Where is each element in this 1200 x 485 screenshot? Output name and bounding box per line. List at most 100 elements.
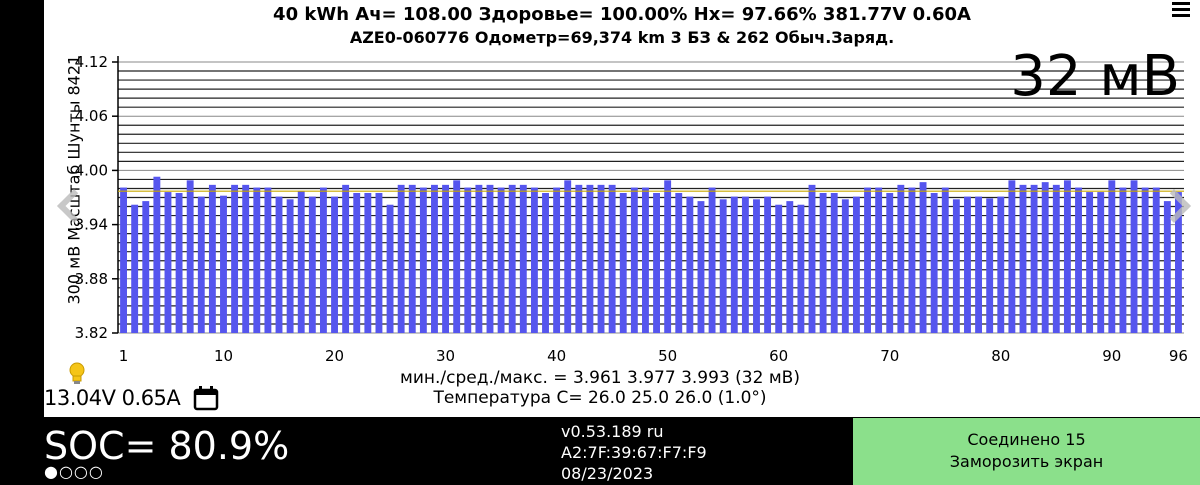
cell-bar[interactable] — [1030, 184, 1038, 333]
cell-bar[interactable] — [997, 196, 1005, 333]
cell-bar[interactable] — [1041, 182, 1049, 333]
cell-bar[interactable] — [1097, 192, 1105, 333]
cell-bar[interactable] — [675, 192, 683, 333]
cell-bar[interactable] — [830, 192, 838, 333]
cell-bar[interactable] — [319, 187, 327, 333]
cell-bar[interactable] — [597, 184, 605, 333]
cell-bar[interactable] — [497, 187, 505, 333]
cell-bar[interactable] — [153, 176, 161, 333]
cell-bar[interactable] — [186, 180, 194, 333]
cell-bar[interactable] — [253, 187, 261, 333]
cell-bar[interactable] — [852, 196, 860, 333]
cell-bar[interactable] — [808, 184, 816, 333]
cell-bar[interactable] — [1141, 187, 1149, 333]
cell-bar[interactable] — [530, 187, 538, 333]
cell-bar[interactable] — [764, 196, 772, 333]
cell-bar[interactable] — [608, 184, 616, 333]
cell-bar[interactable] — [708, 187, 716, 333]
cell-bar[interactable] — [519, 184, 527, 333]
cell-bar[interactable] — [442, 184, 450, 333]
cell-bar[interactable] — [1052, 184, 1060, 333]
cell-bar[interactable] — [1075, 187, 1082, 333]
cell-bar[interactable] — [408, 184, 416, 333]
cell-bar[interactable] — [142, 201, 150, 333]
cell-bar[interactable] — [686, 196, 694, 333]
cell-bar[interactable] — [1008, 180, 1016, 333]
cell-bar[interactable] — [1063, 180, 1071, 333]
cell-bar[interactable] — [364, 192, 372, 333]
freeze-screen-button[interactable]: Соединено 15 Заморозить экран — [853, 418, 1200, 485]
cell-bar[interactable] — [208, 184, 216, 333]
cell-bar[interactable] — [630, 187, 638, 333]
cell-bar[interactable] — [697, 201, 705, 333]
cell-bar[interactable] — [919, 182, 927, 333]
cell-bar[interactable] — [1086, 192, 1094, 333]
cell-bar[interactable] — [242, 184, 250, 333]
cell-bar[interactable] — [475, 184, 483, 333]
cell-bar[interactable] — [986, 198, 994, 333]
cell-bar[interactable] — [753, 199, 760, 333]
cell-bar[interactable] — [542, 192, 549, 333]
cell-bar[interactable] — [786, 201, 794, 333]
cell-bar[interactable] — [930, 192, 938, 333]
cell-bar[interactable] — [464, 187, 472, 333]
lightbulb-icon[interactable] — [66, 361, 88, 387]
cell-bar[interactable] — [730, 196, 738, 333]
cell-bar[interactable] — [197, 196, 205, 333]
cell-bar[interactable] — [419, 187, 427, 333]
cell-bar[interactable] — [386, 204, 394, 333]
cell-bar[interactable] — [275, 196, 283, 333]
cell-bar[interactable] — [1019, 184, 1027, 333]
cell-bar[interactable] — [664, 180, 672, 333]
cell-bar[interactable] — [308, 196, 316, 333]
cell-bar[interactable] — [1130, 180, 1138, 333]
cell-bar[interactable] — [1175, 192, 1182, 333]
cell-bar[interactable] — [797, 204, 805, 333]
cell-bar[interactable] — [175, 192, 183, 333]
cell-bar[interactable] — [653, 192, 660, 333]
cell-bar[interactable] — [331, 196, 338, 333]
cell-bar[interactable] — [231, 184, 239, 333]
cell-bar[interactable] — [486, 184, 494, 333]
cell-bar[interactable] — [353, 192, 361, 333]
cell-bar[interactable] — [297, 191, 305, 333]
cell-bar[interactable] — [120, 187, 127, 333]
cell-bar[interactable] — [131, 204, 139, 333]
cell-bar[interactable] — [508, 184, 516, 333]
cell-bar[interactable] — [619, 192, 627, 333]
cell-bar[interactable] — [164, 192, 172, 333]
page-indicator[interactable]: ●○○○ — [44, 462, 104, 481]
cell-bar[interactable] — [775, 204, 783, 333]
cell-bar[interactable] — [375, 192, 383, 333]
cell-bar[interactable] — [1152, 187, 1160, 333]
cell-bar[interactable] — [342, 184, 350, 333]
cell-bar[interactable] — [453, 180, 461, 333]
cell-bar[interactable] — [264, 187, 272, 333]
cell-bar[interactable] — [952, 199, 960, 333]
cell-bar[interactable] — [586, 184, 594, 333]
cell-bar[interactable] — [575, 184, 583, 333]
cell-bar[interactable] — [1108, 180, 1116, 333]
cell-bar[interactable] — [564, 180, 572, 333]
cell-bar[interactable] — [964, 196, 971, 333]
cell-bar[interactable] — [719, 199, 727, 333]
cell-bar[interactable] — [841, 199, 849, 333]
cell-bar[interactable] — [286, 199, 294, 333]
cell-bar[interactable] — [1119, 187, 1127, 333]
cell-bar[interactable] — [220, 195, 227, 333]
cell-bar[interactable] — [886, 192, 894, 333]
cell-bar[interactable] — [897, 184, 905, 333]
cell-bar[interactable] — [975, 196, 983, 333]
cell-bar[interactable] — [864, 187, 871, 333]
cell-bar[interactable] — [1163, 201, 1171, 333]
menu-icon[interactable] — [1172, 2, 1190, 18]
calendar-icon[interactable] — [193, 385, 219, 411]
cell-bar[interactable] — [875, 187, 883, 333]
cell-bar[interactable] — [397, 184, 405, 333]
cell-bar[interactable] — [941, 187, 949, 333]
cell-bar[interactable] — [642, 187, 649, 333]
cell-bar[interactable] — [431, 184, 438, 333]
cell-bar[interactable] — [908, 187, 916, 333]
cell-bar[interactable] — [741, 196, 749, 333]
cell-bar[interactable] — [553, 187, 561, 333]
